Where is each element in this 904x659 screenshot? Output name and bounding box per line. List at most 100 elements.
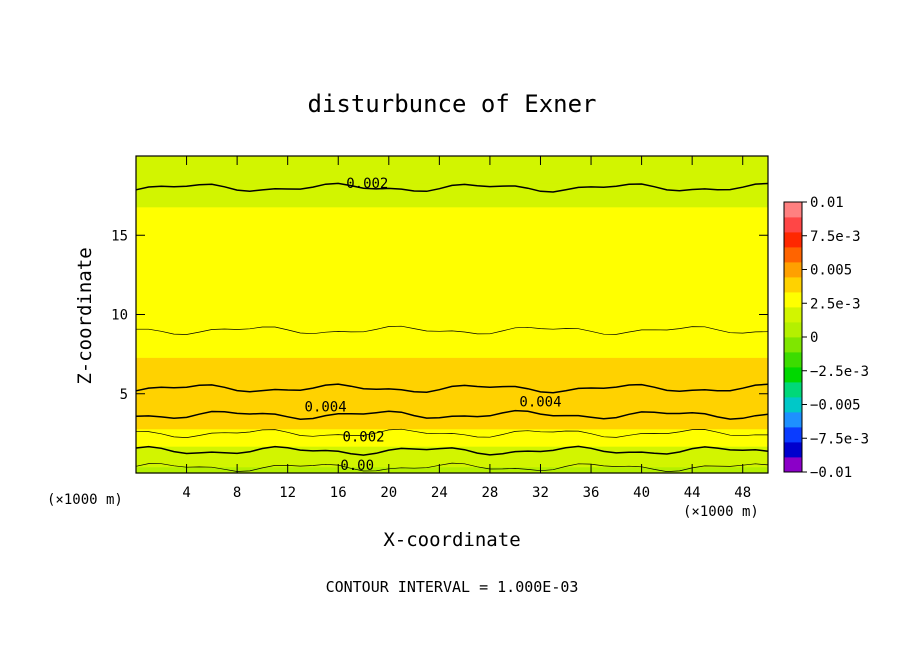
- contour-band: [136, 227, 768, 230]
- contour-band: [136, 455, 768, 458]
- x-tick-label: 12: [279, 485, 296, 501]
- contour-band: [136, 216, 768, 219]
- contour-band: [136, 224, 768, 227]
- colorbar-swatch: [784, 457, 802, 473]
- plot-area: 0.002 0.004 0.004 0.002 0.00: [135, 156, 769, 474]
- contour-band: [136, 363, 768, 366]
- contour-band: [136, 338, 768, 341]
- contour-band: [136, 330, 768, 333]
- contour-band: [136, 327, 768, 330]
- contour-band: [136, 195, 768, 198]
- contour-band: [136, 322, 768, 325]
- contour-band: [136, 298, 768, 301]
- colorbar-label: 0.005: [810, 263, 852, 279]
- colorbar-label: 2.5e-3: [810, 296, 861, 312]
- contour-band: [136, 457, 768, 460]
- contour-band: [136, 324, 768, 327]
- x-tick-label: 8: [233, 485, 241, 501]
- colorbar-label: −2.5e-3: [810, 364, 869, 380]
- contour-band: [136, 354, 768, 357]
- contour-band: [136, 396, 768, 400]
- y-tick-label: 5: [120, 387, 128, 403]
- contour-band: [136, 373, 768, 376]
- contour-label: 0.00: [340, 458, 374, 474]
- colorbar-swatch: [784, 262, 802, 278]
- contour-band: [136, 306, 768, 309]
- contour-label: 0.002: [342, 430, 384, 446]
- contour-band: [136, 406, 768, 409]
- contour-line: [135, 383, 769, 394]
- colorbar-swatch: [784, 232, 802, 248]
- colorbar-label: 0.01: [810, 195, 844, 211]
- contour-band: [136, 349, 768, 352]
- contour-band: [136, 423, 768, 427]
- contour-line: [135, 409, 769, 420]
- colorbar-swatch: [784, 412, 802, 428]
- y-ticks: 5 10 15: [111, 228, 768, 403]
- x-tick-label: 44: [684, 485, 701, 501]
- contour-band: [136, 431, 768, 434]
- contour-band: [136, 295, 768, 298]
- contour-band: [136, 439, 768, 442]
- contour-band: [136, 388, 768, 392]
- x-tick-label: 4: [182, 485, 190, 501]
- contour-band: [136, 159, 768, 162]
- x-tick-label: 28: [481, 485, 498, 501]
- contour-band: [136, 293, 768, 297]
- contour-band: [136, 368, 768, 371]
- contour-band: [136, 374, 768, 377]
- contour-band: [136, 352, 768, 355]
- contour-band: [136, 400, 768, 403]
- contour-band: [136, 182, 768, 186]
- contour-band: [136, 175, 768, 178]
- contour-band: [136, 156, 768, 159]
- contour-band: [136, 301, 768, 305]
- contour-band: [136, 384, 768, 387]
- contour-band: [136, 270, 768, 273]
- contour-band: [136, 186, 768, 189]
- colorbar-swatch: [784, 427, 802, 443]
- contour-band: [136, 433, 768, 436]
- contour-band: [136, 311, 768, 314]
- contour-band: [136, 235, 768, 238]
- contour-line: [135, 182, 769, 193]
- x-axis-label: X-coordinate: [383, 529, 520, 551]
- contour-band: [136, 271, 768, 274]
- x-unit-label-right: (×1000 m): [683, 504, 759, 520]
- contour-band: [136, 347, 768, 350]
- contour-band: [136, 265, 768, 268]
- x-tick-label: 20: [380, 485, 397, 501]
- colorbar-swatch: [784, 247, 802, 263]
- contour-band: [136, 254, 768, 257]
- contour-band: [136, 444, 768, 447]
- contour-band: [136, 469, 768, 473]
- contour-band: [136, 247, 768, 251]
- contour-band: [136, 197, 768, 200]
- contour-band: [136, 390, 768, 393]
- contour-band: [136, 450, 768, 453]
- contour-band: [136, 371, 768, 374]
- contour-band: [136, 381, 768, 384]
- contour-band: [136, 246, 768, 249]
- contour-band: [136, 160, 768, 163]
- contour-band: [136, 222, 768, 225]
- contour-band: [136, 376, 768, 379]
- contour-band: [136, 274, 768, 278]
- contour-band: [136, 320, 768, 324]
- contour-band: [136, 240, 768, 243]
- contour-line: [135, 445, 769, 456]
- contour-band: [136, 308, 768, 311]
- contour-band: [136, 236, 768, 240]
- contour-band: [136, 365, 768, 368]
- contour-band: [136, 430, 768, 433]
- contour-band: [136, 201, 768, 205]
- contour-band: [136, 447, 768, 450]
- contour-line: [135, 428, 769, 438]
- contour-band: [136, 316, 768, 319]
- contour-label: 0.002: [346, 176, 388, 192]
- contour-band: [136, 176, 768, 179]
- contour-band: [136, 428, 768, 431]
- contour-band: [136, 350, 768, 354]
- contour-band: [136, 292, 768, 295]
- contour-band: [136, 232, 768, 235]
